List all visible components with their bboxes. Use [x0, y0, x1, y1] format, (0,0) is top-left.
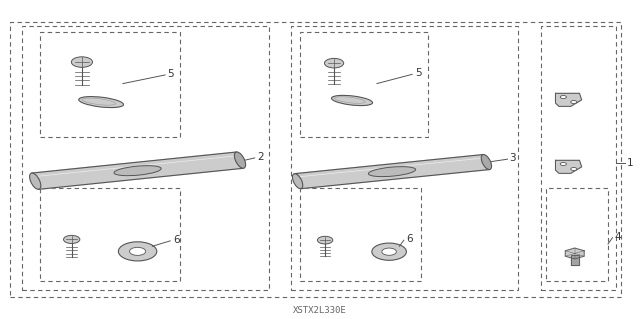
- Ellipse shape: [481, 154, 492, 170]
- Circle shape: [324, 58, 344, 68]
- Polygon shape: [32, 152, 243, 189]
- Circle shape: [571, 167, 577, 171]
- Bar: [40, 188, 180, 281]
- Ellipse shape: [29, 173, 41, 189]
- Bar: [10, 22, 621, 297]
- Ellipse shape: [332, 95, 372, 106]
- Bar: [546, 188, 608, 281]
- Bar: [300, 188, 421, 281]
- Circle shape: [129, 247, 146, 256]
- Circle shape: [63, 235, 80, 243]
- Text: XSTX2L330E: XSTX2L330E: [293, 306, 347, 315]
- Text: 5: 5: [168, 69, 174, 79]
- Polygon shape: [294, 154, 490, 189]
- Text: 6: 6: [173, 235, 179, 245]
- Circle shape: [382, 248, 396, 255]
- Text: 1: 1: [627, 158, 634, 168]
- Bar: [541, 26, 616, 290]
- Circle shape: [72, 57, 93, 67]
- Circle shape: [118, 242, 157, 261]
- Circle shape: [372, 243, 406, 260]
- Text: 3: 3: [509, 153, 516, 163]
- Ellipse shape: [292, 174, 303, 189]
- Polygon shape: [556, 93, 582, 106]
- Bar: [40, 32, 180, 137]
- Text: 4: 4: [614, 232, 621, 242]
- Bar: [22, 26, 269, 290]
- Ellipse shape: [369, 167, 415, 177]
- Ellipse shape: [114, 166, 161, 176]
- Polygon shape: [556, 160, 582, 173]
- Circle shape: [571, 100, 577, 104]
- Text: 5: 5: [415, 68, 421, 78]
- Bar: [300, 32, 428, 137]
- Polygon shape: [571, 255, 579, 265]
- Polygon shape: [565, 248, 584, 259]
- Circle shape: [560, 95, 566, 99]
- Ellipse shape: [79, 97, 124, 108]
- Text: 2: 2: [257, 152, 264, 162]
- Text: 6: 6: [406, 234, 413, 244]
- Ellipse shape: [234, 152, 246, 168]
- Circle shape: [317, 236, 333, 244]
- Bar: [291, 26, 518, 290]
- Circle shape: [560, 162, 566, 166]
